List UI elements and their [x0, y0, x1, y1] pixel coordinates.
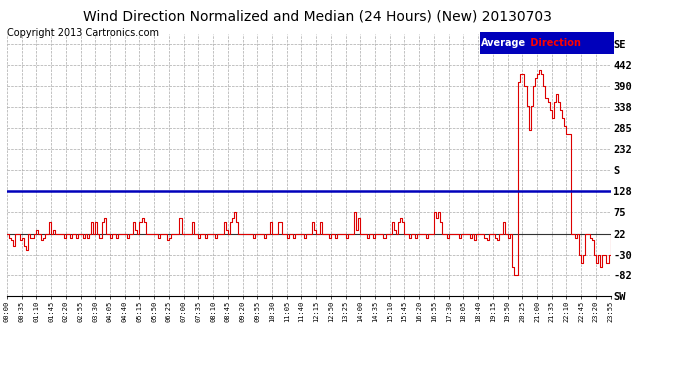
Text: Direction: Direction [527, 38, 581, 48]
Text: Wind Direction Normalized and Median (24 Hours) (New) 20130703: Wind Direction Normalized and Median (24… [83, 9, 552, 23]
Text: Copyright 2013 Cartronics.com: Copyright 2013 Cartronics.com [7, 28, 159, 38]
Text: Average: Average [481, 38, 526, 48]
